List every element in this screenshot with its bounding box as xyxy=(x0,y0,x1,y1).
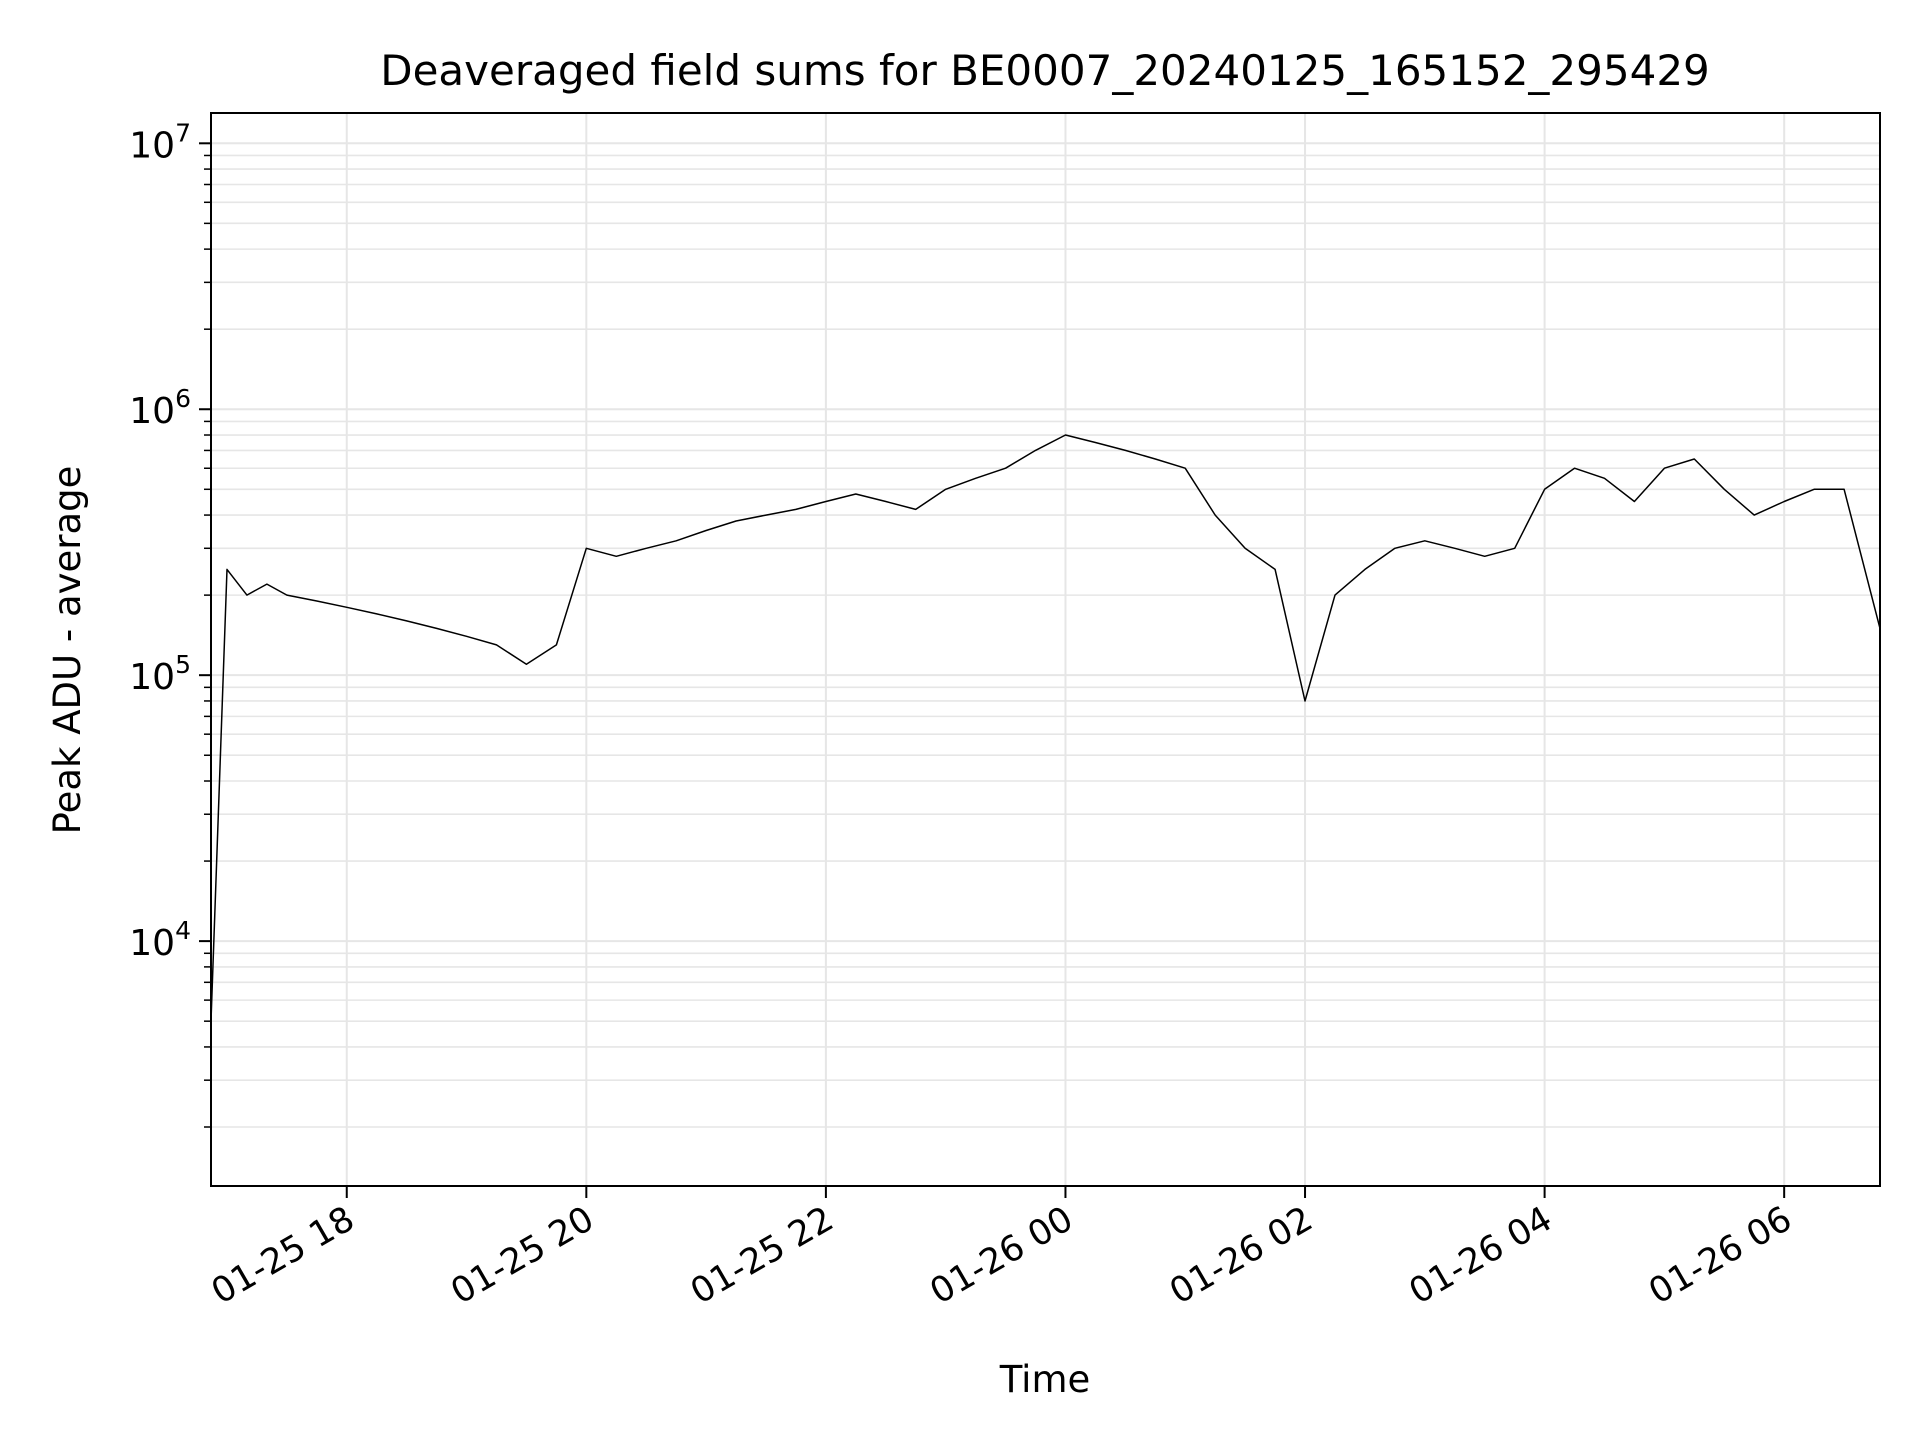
y-axis: 104 105 106 107 xyxy=(129,118,211,1128)
y-tick-label: 107 xyxy=(129,118,191,166)
plot-area xyxy=(210,434,1881,1022)
axes-frame xyxy=(210,112,1881,1187)
y-tick-label: 106 xyxy=(129,384,191,432)
grid-group xyxy=(211,113,1880,1186)
y-tick-label: 104 xyxy=(129,916,191,964)
y-axis-label: Peak ADU - average xyxy=(46,466,89,835)
series-line xyxy=(210,434,1881,1022)
x-axis-label: Time xyxy=(999,1358,1091,1401)
chart-title: Deaveraged field sums for BE0007_2024012… xyxy=(380,46,1710,95)
y-tick-label: 105 xyxy=(129,650,191,698)
